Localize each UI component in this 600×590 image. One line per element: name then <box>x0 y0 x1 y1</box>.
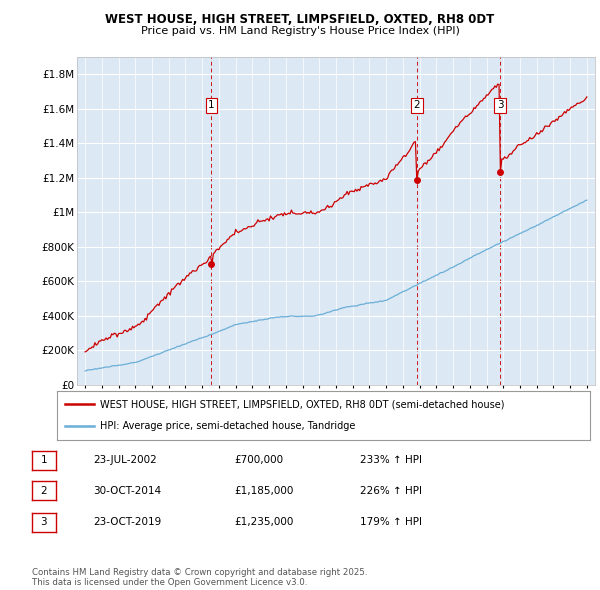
Text: 3: 3 <box>497 100 503 110</box>
Text: 2: 2 <box>413 100 420 110</box>
Text: Price paid vs. HM Land Registry's House Price Index (HPI): Price paid vs. HM Land Registry's House … <box>140 26 460 36</box>
Text: 226% ↑ HPI: 226% ↑ HPI <box>360 486 422 496</box>
Text: 3: 3 <box>40 517 47 527</box>
Text: 179% ↑ HPI: 179% ↑ HPI <box>360 517 422 527</box>
Text: 233% ↑ HPI: 233% ↑ HPI <box>360 455 422 465</box>
Text: 1: 1 <box>208 100 215 110</box>
Text: 23-JUL-2002: 23-JUL-2002 <box>93 455 157 465</box>
Text: HPI: Average price, semi-detached house, Tandridge: HPI: Average price, semi-detached house,… <box>100 421 355 431</box>
Text: 30-OCT-2014: 30-OCT-2014 <box>93 486 161 496</box>
Text: WEST HOUSE, HIGH STREET, LIMPSFIELD, OXTED, RH8 0DT: WEST HOUSE, HIGH STREET, LIMPSFIELD, OXT… <box>106 13 494 26</box>
Text: Contains HM Land Registry data © Crown copyright and database right 2025.
This d: Contains HM Land Registry data © Crown c… <box>32 568 367 587</box>
Text: 1: 1 <box>40 455 47 465</box>
Text: 23-OCT-2019: 23-OCT-2019 <box>93 517 161 527</box>
Text: £1,235,000: £1,235,000 <box>234 517 293 527</box>
Text: £700,000: £700,000 <box>234 455 283 465</box>
Text: WEST HOUSE, HIGH STREET, LIMPSFIELD, OXTED, RH8 0DT (semi-detached house): WEST HOUSE, HIGH STREET, LIMPSFIELD, OXT… <box>100 399 504 409</box>
Text: £1,185,000: £1,185,000 <box>234 486 293 496</box>
Text: 2: 2 <box>40 486 47 496</box>
